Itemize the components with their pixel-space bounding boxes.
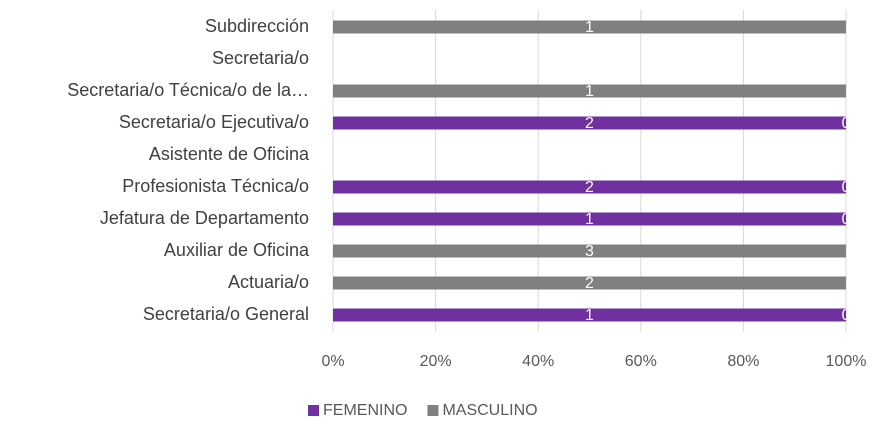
x-tick-label: 0% <box>321 353 344 370</box>
data-label: 2 <box>585 179 594 196</box>
category-label: Asistente de Oficina <box>149 144 310 164</box>
legend-label: MASCULINO <box>442 402 537 419</box>
category-label: Secretaria/o General <box>143 304 309 324</box>
data-label: 2 <box>585 275 594 292</box>
data-label: 0 <box>842 179 851 196</box>
bar-segment <box>333 276 846 290</box>
data-label: 1 <box>585 307 594 324</box>
bar-segment <box>333 20 846 34</box>
legend-swatch <box>308 405 319 416</box>
bar-segment <box>333 84 846 98</box>
category-label: Auxiliar de Oficina <box>164 240 310 260</box>
x-tick-label: 80% <box>727 353 759 370</box>
x-tick-label: 20% <box>420 353 452 370</box>
data-label: 0 <box>842 307 851 324</box>
labels: 0% 20% 40% 60% 80% 100% Subdirección Secretaria… <box>67 16 866 419</box>
bar-segment <box>333 244 846 258</box>
data-label: 0 <box>842 115 851 132</box>
legend-swatch <box>427 405 439 416</box>
data-label: 3 <box>585 243 594 260</box>
legend-label: FEMENINO <box>323 402 407 419</box>
category-label: Actuaria/o <box>228 272 309 292</box>
bar-segment <box>333 212 846 226</box>
data-label: 1 <box>585 211 594 228</box>
category-label: Subdirección <box>205 16 309 36</box>
category-label: Jefatura de Departamento <box>100 208 309 228</box>
bar-segment <box>333 180 846 194</box>
data-label: 1 <box>585 19 594 36</box>
x-tick-label: 100% <box>826 353 867 370</box>
data-label: 0 <box>842 211 851 228</box>
plot: 0101202010030210 <box>333 19 851 324</box>
bar-segment <box>333 116 846 130</box>
x-tick-label: 60% <box>625 353 657 370</box>
category-label: Secretaria/o Ejecutiva/o <box>119 112 309 132</box>
category-label: Secretaria/o <box>212 48 309 68</box>
bar-segment <box>333 308 846 322</box>
data-label: 1 <box>585 83 594 100</box>
x-tick-label: 40% <box>522 353 554 370</box>
category-label: Profesionista Técnica/o <box>122 176 309 196</box>
data-label: 2 <box>585 115 594 132</box>
category-label: Secretaria/o Técnica/o de la… <box>67 80 309 100</box>
